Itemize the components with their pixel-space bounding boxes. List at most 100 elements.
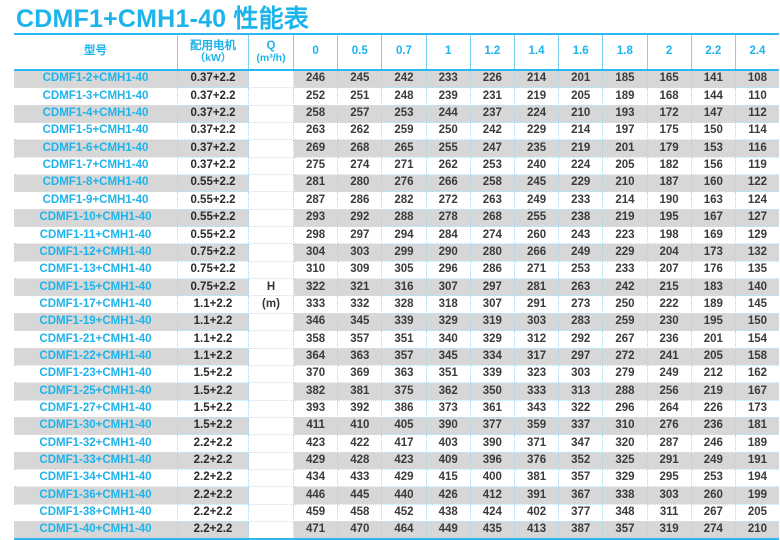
cell-head-axis	[248, 70, 294, 89]
cell-head-value: 204	[647, 243, 692, 262]
cell-head-value: 317	[514, 348, 560, 366]
table-row: CDMF1-10+CMH1-40 0.55+2.2 293 292 288 278 268 2…	[14, 209, 780, 228]
cell-head-axis	[248, 174, 294, 193]
cell-head-value: 411	[293, 417, 339, 436]
cell-head-value: 239	[426, 87, 471, 106]
cell-head-value: 210	[735, 521, 780, 540]
table-row: CDMF1-13+CMH1-40 0.75+2.2 310 309 305 296 286 2…	[14, 261, 780, 280]
cell-head-value: 293	[293, 209, 339, 228]
cell-head-value: 279	[602, 365, 648, 384]
cell-head-value: 363	[381, 365, 427, 384]
cell-head-value: 195	[647, 209, 692, 228]
cell-head-value: 145	[735, 295, 780, 314]
cell-head-value: 242	[470, 122, 515, 141]
cell-head-value: 272	[426, 191, 471, 210]
cell-head-value: 167	[691, 209, 736, 228]
cell-head-value: 312	[514, 330, 560, 349]
cell-head-value: 282	[381, 191, 427, 210]
cell-head-value: 429	[293, 452, 339, 470]
page-title: CDMF1+CMH1-40 性能表	[16, 5, 310, 33]
cell-head-value: 295	[647, 469, 692, 488]
header-flow-col-2.4: 2.4	[735, 34, 780, 71]
cell-head-value: 429	[381, 469, 427, 488]
cell-head-value: 339	[381, 313, 427, 332]
cell-motor-power: 0.37+2.2	[177, 105, 249, 124]
cell-head-value: 167	[735, 382, 780, 401]
cell-head-value: 361	[470, 400, 515, 418]
cell-head-value: 303	[558, 365, 604, 384]
cell-head-value: 370	[293, 365, 339, 384]
cell-head-value: 236	[691, 417, 736, 436]
table-row: CDMF1-17+CMH1-40 1.1+2.2 (m) 333 332 328 318 30…	[14, 295, 780, 314]
cell-motor-power: 2.2+2.2	[177, 521, 249, 540]
cell-head-value: 470	[337, 521, 383, 540]
cell-model: CDMF1-19+CMH1-40	[14, 313, 178, 332]
cell-head-value: 229	[558, 174, 604, 193]
cell-head-value: 185	[602, 70, 648, 89]
cell-motor-power: 1.1+2.2	[177, 348, 249, 366]
cell-model: CDMF1-12+CMH1-40	[14, 243, 178, 262]
cell-motor-power: 2.2+2.2	[177, 486, 249, 505]
cell-head-value: 253	[558, 261, 604, 280]
header-row: 型号 配用电机 （kW） Q (m³/h) 0 0.5 0.7 1 1.2 1.4 1.6 1…	[14, 34, 780, 71]
cell-head-value: 283	[558, 313, 604, 332]
cell-head-value: 303	[337, 243, 383, 262]
cell-head-value: 250	[426, 122, 471, 141]
cell-head-axis	[248, 261, 294, 280]
cell-head-value: 280	[337, 174, 383, 193]
cell-model: CDMF1-21+CMH1-40	[14, 330, 178, 349]
cell-head-value: 269	[293, 139, 339, 158]
cell-head-value: 337	[558, 417, 604, 436]
header-motor-line2: （kW）	[194, 52, 232, 64]
cell-head-value: 135	[735, 261, 780, 280]
cell-head-value: 189	[602, 87, 648, 106]
cell-head-axis	[248, 504, 294, 522]
cell-head-value: 119	[735, 157, 780, 176]
header-flow-col-0.7: 0.7	[381, 34, 427, 71]
cell-head-axis	[248, 469, 294, 488]
cell-motor-power: 0.37+2.2	[177, 157, 249, 176]
cell-motor-power: 0.37+2.2	[177, 70, 249, 89]
table-row: CDMF1-3+CMH1-40 0.37+2.2 252 251 248 239 231 21…	[14, 87, 780, 106]
cell-head-value: 446	[293, 486, 339, 505]
cell-head-value: 338	[602, 486, 648, 505]
cell-head-value: 226	[691, 400, 736, 418]
cell-model: CDMF1-5+CMH1-40	[14, 122, 178, 141]
cell-head-value: 168	[647, 87, 692, 106]
cell-head-value: 172	[647, 105, 692, 124]
cell-head-value: 122	[735, 174, 780, 193]
cell-head-value: 346	[293, 313, 339, 332]
cell-model: CDMF1-32+CMH1-40	[14, 434, 178, 453]
cell-head-value: 259	[381, 122, 427, 141]
cell-head-value: 205	[602, 157, 648, 176]
cell-head-value: 288	[381, 209, 427, 228]
cell-head-value: 362	[426, 382, 471, 401]
cell-head-value: 229	[602, 243, 648, 262]
header-flow-col-2.2: 2.2	[691, 34, 736, 71]
table-row: CDMF1-30+CMH1-40 1.5+2.2 411 410 405 390 377 35…	[14, 417, 780, 436]
head-unit-label: (m)	[262, 298, 280, 311]
cell-head-value: 458	[337, 504, 383, 522]
cell-head-value: 296	[602, 400, 648, 418]
header-flow-col-1.6: 1.6	[558, 34, 604, 71]
cell-head-value: 265	[381, 139, 427, 158]
cell-motor-power: 0.55+2.2	[177, 191, 249, 210]
cell-head-value: 376	[514, 452, 560, 470]
cell-motor-power: 2.2+2.2	[177, 452, 249, 470]
cell-head-value: 154	[735, 330, 780, 349]
cell-head-value: 110	[735, 87, 780, 106]
cell-model: CDMF1-27+CMH1-40	[14, 400, 178, 418]
cell-motor-power: 0.75+2.2	[177, 243, 249, 262]
cell-model: CDMF1-17+CMH1-40	[14, 295, 178, 314]
cell-model: CDMF1-3+CMH1-40	[14, 87, 178, 106]
cell-head-value: 445	[337, 486, 383, 505]
cell-head-value: 359	[514, 417, 560, 436]
cell-head-value: 251	[337, 87, 383, 106]
cell-head-value: 127	[735, 209, 780, 228]
cell-head-value: 274	[470, 226, 515, 245]
cell-head-value: 288	[602, 382, 648, 401]
cell-head-value: 190	[647, 191, 692, 210]
cell-head-value: 280	[470, 243, 515, 262]
cell-head-value: 459	[293, 504, 339, 522]
cell-head-value: 351	[381, 330, 427, 349]
